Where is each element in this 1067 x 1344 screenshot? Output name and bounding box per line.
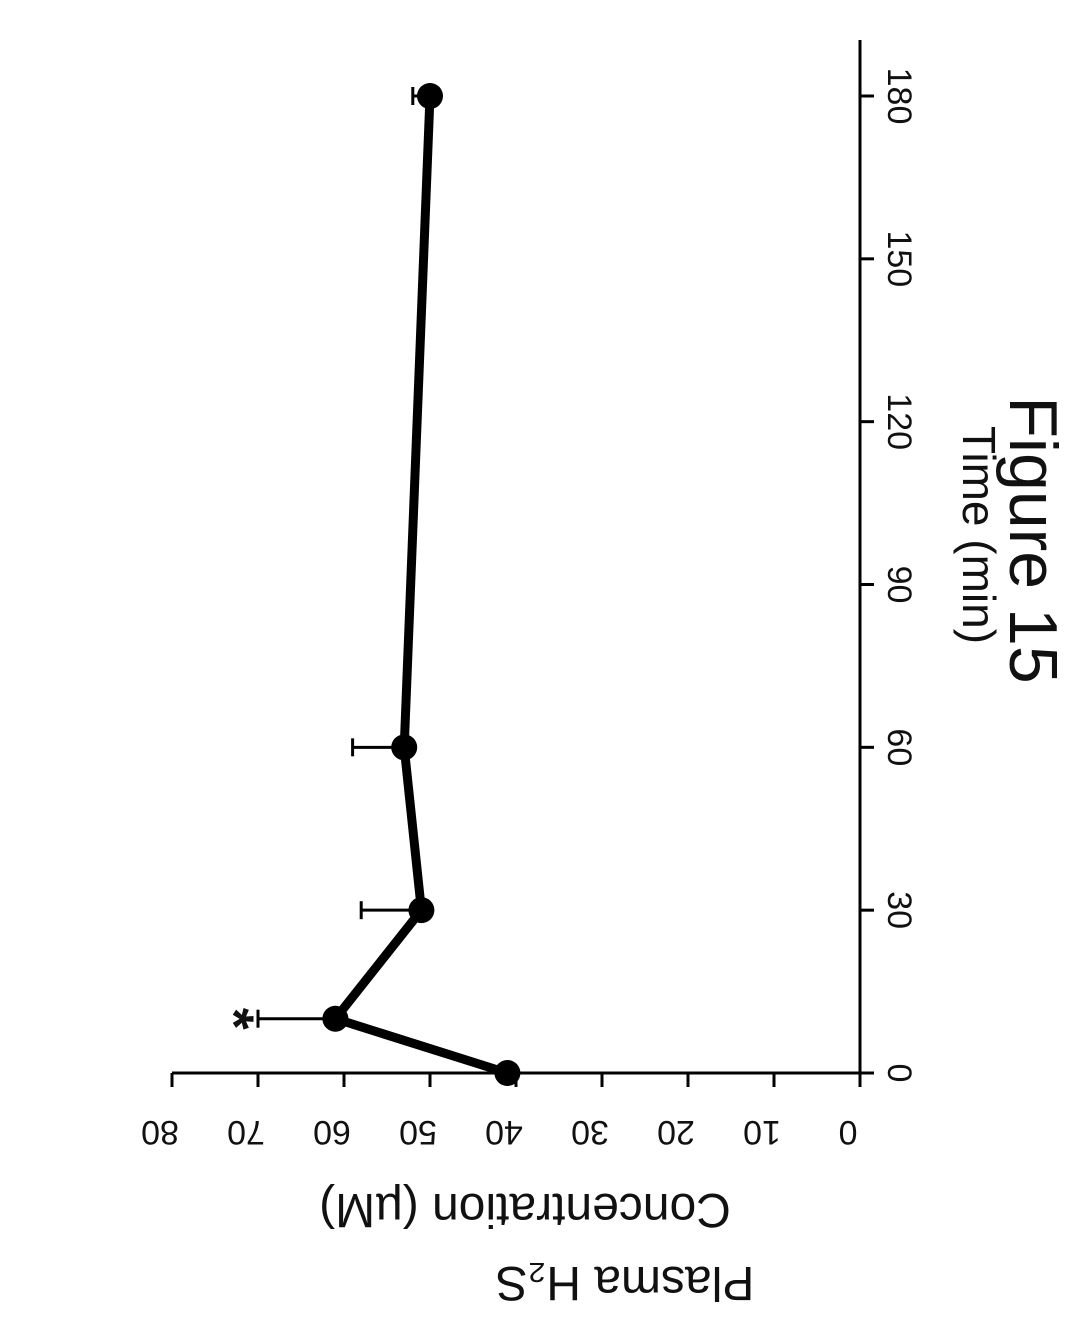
y-axis-label-line-2: Concentration (µM) [319, 1183, 731, 1236]
y-tick-label: 50 [399, 1113, 437, 1151]
x-tick-label: 120 [880, 393, 918, 450]
x-tick-label: 0 [880, 1064, 918, 1083]
data-point [417, 83, 443, 109]
data-point [322, 1006, 348, 1032]
significance-marker: * [203, 1008, 266, 1030]
y-tick-label: 30 [571, 1113, 609, 1151]
x-tick-label: 150 [880, 230, 918, 287]
data-point [408, 897, 434, 923]
data-point [391, 734, 417, 760]
x-tick-label: 60 [880, 728, 918, 766]
y-axis-label-line-1: Plasma H₂S [496, 1256, 755, 1309]
y-tick-label: 0 [839, 1113, 858, 1151]
plot-area: 0 30 60 90 120 150 180 0 10 20 30 40 50 60 70 80 * [141, 40, 918, 1151]
data-line [335, 96, 507, 1073]
x-tick-label: 180 [880, 68, 918, 125]
x-tick-label: 90 [880, 566, 918, 604]
x-axis-label: Time (min) [953, 426, 1005, 644]
y-tick-label: 40 [485, 1113, 523, 1151]
y-tick-label: 60 [313, 1113, 351, 1151]
y-tick-label: 80 [141, 1113, 179, 1151]
x-tick-label: 30 [880, 891, 918, 929]
y-tick-label: 20 [657, 1113, 695, 1151]
data-point [494, 1060, 520, 1086]
y-tick-label: 10 [743, 1113, 781, 1151]
y-tick-label: 70 [227, 1113, 265, 1151]
